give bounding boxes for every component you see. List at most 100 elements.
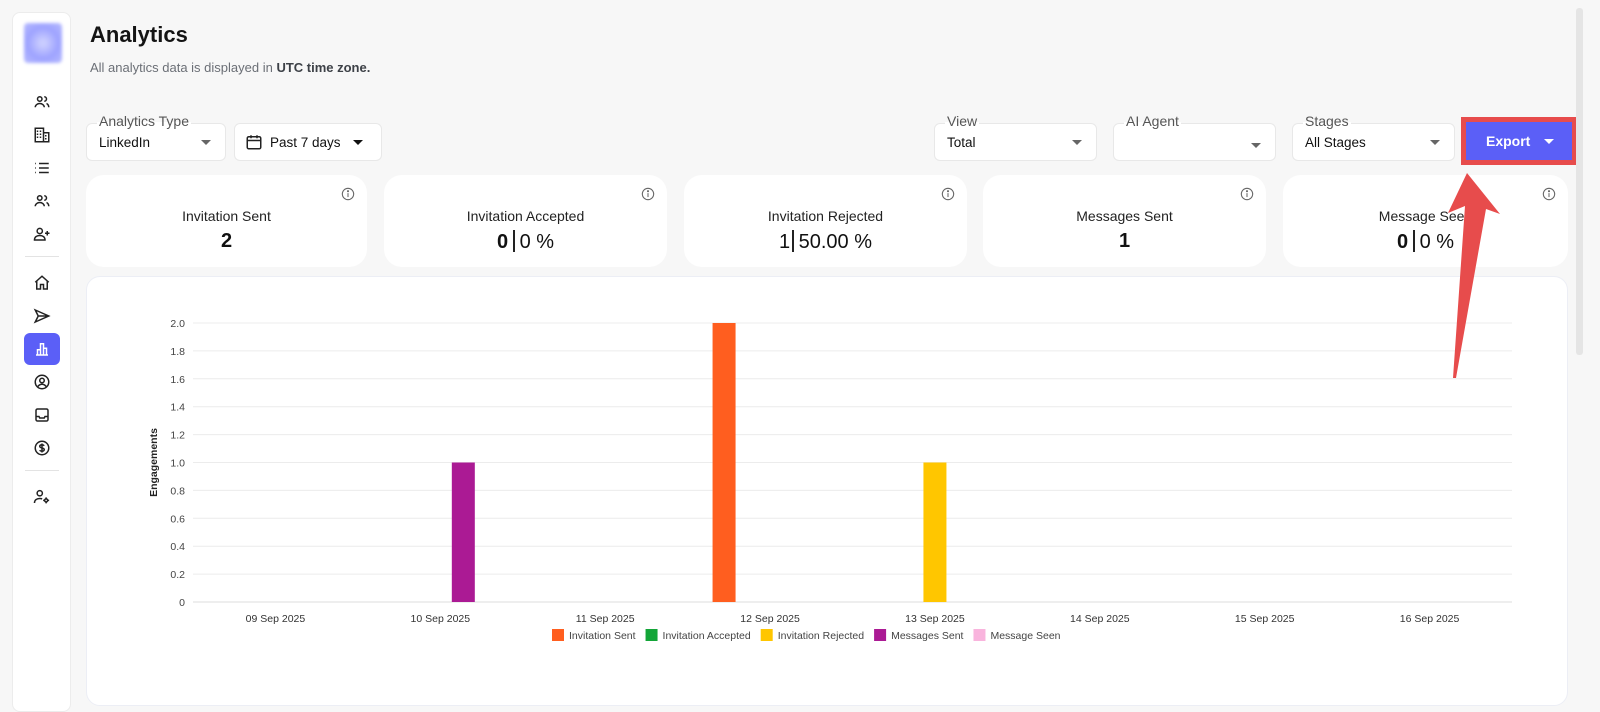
chevron-down-icon bbox=[353, 140, 363, 145]
analytics-icon bbox=[36, 343, 48, 356]
stat-label: Messages Sent bbox=[1076, 208, 1173, 224]
y-tick-label: 0 bbox=[179, 597, 185, 609]
inbox-icon bbox=[35, 408, 49, 422]
x-tick-label: 16 Sep 2025 bbox=[1400, 613, 1460, 625]
y-tick-label: 2.0 bbox=[170, 318, 185, 330]
legend-label: Invitation Rejected bbox=[778, 630, 865, 642]
engagement-bar-chart: 0 0.2 0.4 0.6 0.8 1.0 1.2 1.4 1.6 1.8 2.0 Engagemen… bbox=[148, 318, 1512, 642]
chevron-down-icon bbox=[1430, 140, 1440, 145]
engagement-chart-card: 0 0.2 0.4 0.6 0.8 1.0 1.2 1.4 1.6 1.8 2.0 Engagemen… bbox=[86, 276, 1568, 706]
stat-label: Invitation Accepted bbox=[466, 208, 585, 224]
legend-swatch bbox=[552, 629, 564, 641]
y-tick-label: 0.8 bbox=[170, 485, 185, 497]
add-user-icon bbox=[33, 227, 50, 241]
page-subtitle: All analytics data is displayed in UTC t… bbox=[90, 60, 370, 75]
x-tick-label: 09 Sep 2025 bbox=[246, 613, 306, 625]
sidebar-item-billing[interactable] bbox=[24, 432, 60, 464]
lists-icon bbox=[35, 162, 49, 174]
chevron-down-icon bbox=[201, 140, 211, 145]
ai-agent-select[interactable]: AI Agent bbox=[1113, 113, 1276, 161]
sidebar-item-analytics[interactable] bbox=[24, 333, 60, 365]
y-tick-label: 0.4 bbox=[170, 541, 185, 553]
y-tick-label: 1.8 bbox=[170, 346, 185, 358]
analytics-type-select[interactable]: Analytics Type LinkedIn bbox=[86, 113, 226, 161]
info-icon[interactable] bbox=[1542, 187, 1556, 201]
analytics-type-label: Analytics Type bbox=[97, 113, 192, 129]
x-tick-label: 12 Sep 2025 bbox=[740, 613, 800, 625]
x-tick-label: 11 Sep 2025 bbox=[576, 613, 635, 625]
stat-label: Message Seen bbox=[1378, 208, 1473, 224]
sidebar-divider bbox=[25, 256, 59, 257]
sidebar-item-inbox[interactable] bbox=[24, 399, 60, 431]
sidebar-item-team[interactable] bbox=[24, 185, 60, 217]
view-select[interactable]: View Total bbox=[934, 113, 1097, 161]
stages-label: Stages bbox=[1303, 113, 1351, 129]
stages-select[interactable]: Stages All Stages bbox=[1292, 113, 1455, 161]
info-icon[interactable] bbox=[1240, 187, 1254, 201]
y-tick-label: 1.2 bbox=[170, 430, 185, 442]
sidebar-item-home[interactable] bbox=[24, 267, 60, 299]
companies-icon bbox=[34, 127, 50, 143]
user-settings-icon bbox=[33, 489, 50, 504]
legend-label: Invitation Accepted bbox=[663, 630, 751, 642]
chevron-down-icon bbox=[1072, 140, 1082, 145]
stat-percent: 0 % bbox=[519, 231, 555, 253]
sidebar-item-profile[interactable] bbox=[24, 366, 60, 398]
info-icon[interactable] bbox=[641, 187, 655, 201]
contacts-icon bbox=[34, 96, 50, 108]
calendar-icon bbox=[246, 135, 262, 150]
sidebar-divider bbox=[25, 470, 59, 471]
bar-messages-sent bbox=[451, 462, 475, 602]
export-button[interactable]: Export bbox=[1466, 122, 1572, 160]
sidebar-item-companies[interactable] bbox=[24, 119, 60, 151]
legend-label: Message Seen bbox=[990, 630, 1060, 642]
stages-value: All Stages bbox=[1305, 135, 1366, 150]
info-icon[interactable] bbox=[941, 187, 955, 201]
page-scrollbar[interactable] bbox=[1576, 8, 1583, 355]
sidebar-item-contacts[interactable] bbox=[24, 86, 60, 118]
sidebar-item-lists[interactable] bbox=[24, 152, 60, 184]
sidebar-item-user-settings[interactable] bbox=[24, 481, 60, 513]
ai-agent-label: AI Agent bbox=[1124, 113, 1181, 129]
bar-invitation-sent bbox=[712, 323, 736, 602]
view-label: View bbox=[945, 113, 980, 129]
y-tick-label: 1.6 bbox=[170, 374, 185, 386]
bar-invitation-rejected bbox=[923, 462, 947, 602]
y-tick-label: 0.2 bbox=[170, 569, 185, 581]
y-tick-label: 0.6 bbox=[170, 513, 185, 525]
stat-percent: 0 % bbox=[1419, 231, 1455, 253]
sidebar-item-campaigns[interactable] bbox=[24, 300, 60, 332]
x-tick-label: 15 Sep 2025 bbox=[1235, 613, 1295, 625]
page-title: Analytics bbox=[90, 22, 188, 47]
stat-percent: 50.00 % bbox=[798, 231, 872, 253]
analytics-type-value: LinkedIn bbox=[99, 135, 151, 150]
billing-icon bbox=[34, 440, 50, 456]
view-value: Total bbox=[947, 135, 976, 150]
y-tick-label: 1.4 bbox=[170, 402, 185, 414]
chevron-down-icon bbox=[1544, 139, 1554, 144]
legend-swatch bbox=[973, 629, 986, 641]
stat-card-invitation-rejected: Invitation Rejected 1 50.00 % bbox=[684, 175, 967, 267]
sidebar-item-add-user[interactable] bbox=[24, 218, 60, 250]
date-range-picker[interactable]: Past 7 days bbox=[234, 123, 382, 161]
stat-value: 1 bbox=[1118, 230, 1131, 252]
x-tick-label: 13 Sep 2025 bbox=[905, 613, 965, 625]
chevron-down-icon bbox=[1251, 143, 1261, 148]
legend-label: Invitation Sent bbox=[569, 630, 636, 642]
profile-icon bbox=[34, 374, 50, 390]
logo[interactable] bbox=[24, 23, 62, 63]
stat-card-messages-sent: Messages Sent 1 bbox=[983, 175, 1266, 267]
send-icon bbox=[33, 308, 51, 324]
info-icon[interactable] bbox=[341, 187, 355, 201]
stat-value: 1 50.00 % bbox=[778, 230, 872, 253]
stat-value: 2 bbox=[220, 230, 233, 252]
x-tick-label: 10 Sep 2025 bbox=[411, 613, 471, 625]
team-icon bbox=[34, 195, 50, 207]
stat-label: Invitation Sent bbox=[182, 208, 271, 224]
x-tick-label: 14 Sep 2025 bbox=[1070, 613, 1130, 625]
legend-label: Messages Sent bbox=[891, 630, 963, 642]
